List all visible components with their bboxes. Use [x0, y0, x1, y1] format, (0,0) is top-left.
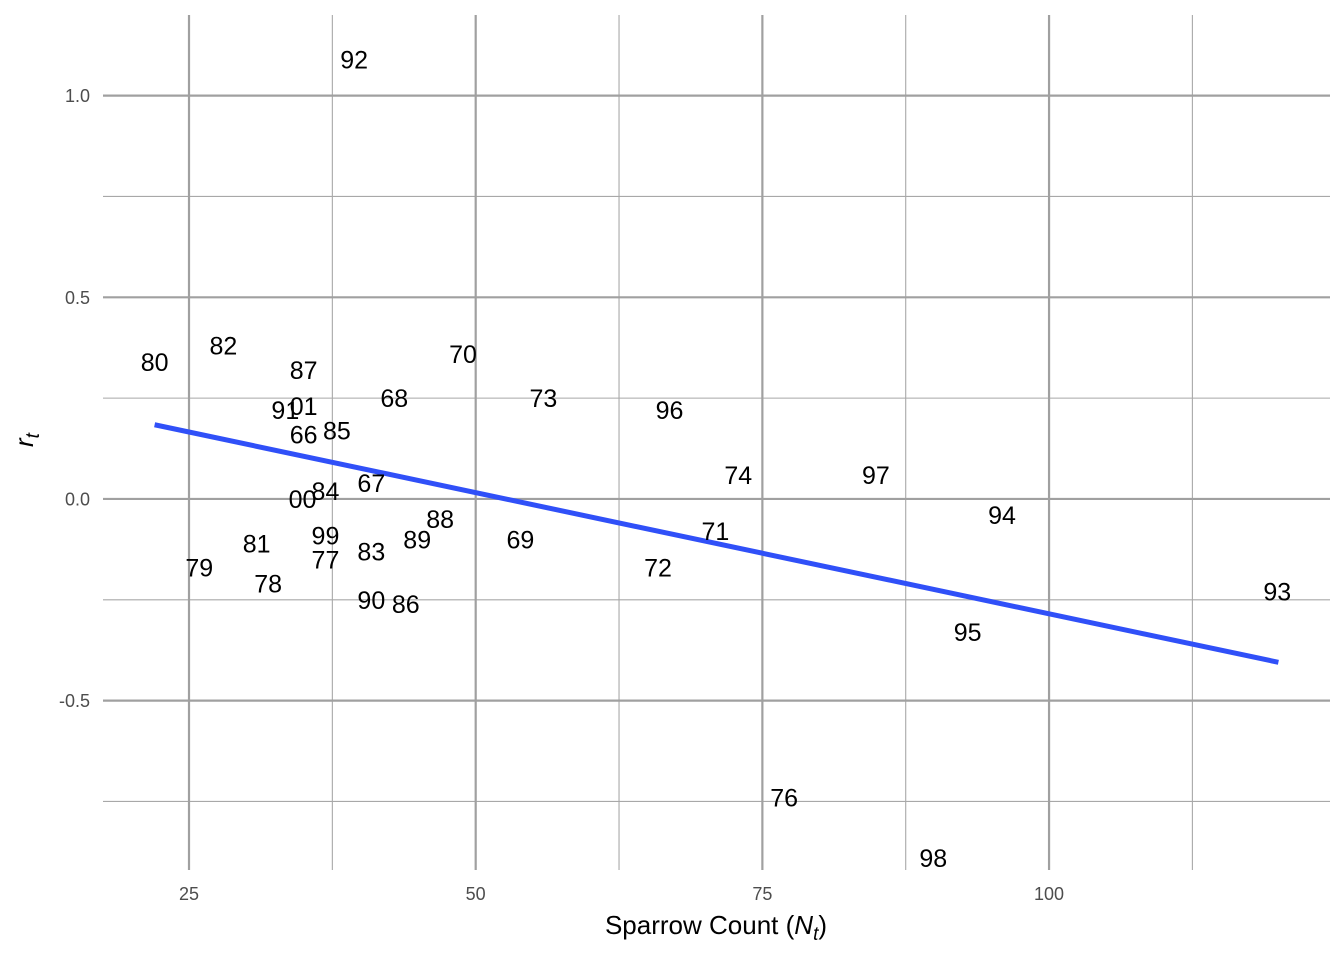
point-label: 00 [289, 486, 317, 514]
point-label: 91 [271, 397, 299, 425]
point-label: 84 [312, 478, 340, 506]
x-axis-title: Sparrow Count (Nt) [605, 910, 827, 945]
point-label: 96 [656, 397, 684, 425]
point-label: 77 [312, 546, 340, 574]
point-label: 97 [862, 462, 890, 490]
point-label: 70 [449, 341, 477, 369]
point-label: 87 [290, 357, 318, 385]
regression-line-group [154, 422, 1279, 665]
y-tick-labels: 1.0 0.5 0.0 -0.5 [59, 86, 90, 711]
y-tick-label: 0.5 [65, 288, 90, 308]
point-label: 72 [644, 555, 672, 583]
point-label: 94 [988, 502, 1016, 530]
point-label: 69 [507, 526, 535, 554]
point-label: 66 [290, 421, 318, 449]
y-tick-label: -0.5 [59, 691, 90, 711]
point-label: 99 [312, 522, 340, 550]
point-label: 85 [323, 417, 351, 445]
x-tick-labels: 25 50 75 100 [179, 884, 1064, 904]
point-label: 86 [392, 591, 420, 619]
point-label: 73 [529, 385, 557, 413]
point-label: 90 [357, 587, 385, 615]
point-label: 78 [254, 571, 282, 599]
y-tick-label: 1.0 [65, 86, 90, 106]
y-tick-label: 0.0 [65, 489, 90, 509]
x-tick-label: 25 [179, 884, 199, 904]
grid [103, 15, 1330, 870]
point-label: 93 [1263, 579, 1291, 607]
point-label: 81 [243, 530, 271, 558]
regression-line [154, 422, 1279, 665]
point-label: 89 [403, 526, 431, 554]
point-label: 67 [357, 470, 385, 498]
point-label: 88 [426, 506, 454, 534]
point-label: 79 [185, 555, 213, 583]
point-label: 83 [357, 538, 385, 566]
point-label: 80 [141, 349, 169, 377]
point-label: 71 [701, 518, 729, 546]
point-label: 74 [724, 462, 752, 490]
point-label: 76 [770, 784, 798, 812]
point-label: 68 [380, 385, 408, 413]
x-tick-label: 100 [1034, 884, 1064, 904]
y-axis-title: rt [9, 432, 44, 447]
point-label: 82 [210, 333, 238, 361]
x-tick-label: 75 [752, 884, 772, 904]
point-label: 01 [290, 393, 318, 421]
x-tick-label: 50 [466, 884, 486, 904]
point-label: 98 [919, 845, 947, 873]
point-label: 95 [954, 619, 982, 647]
point-label: 92 [340, 46, 368, 74]
